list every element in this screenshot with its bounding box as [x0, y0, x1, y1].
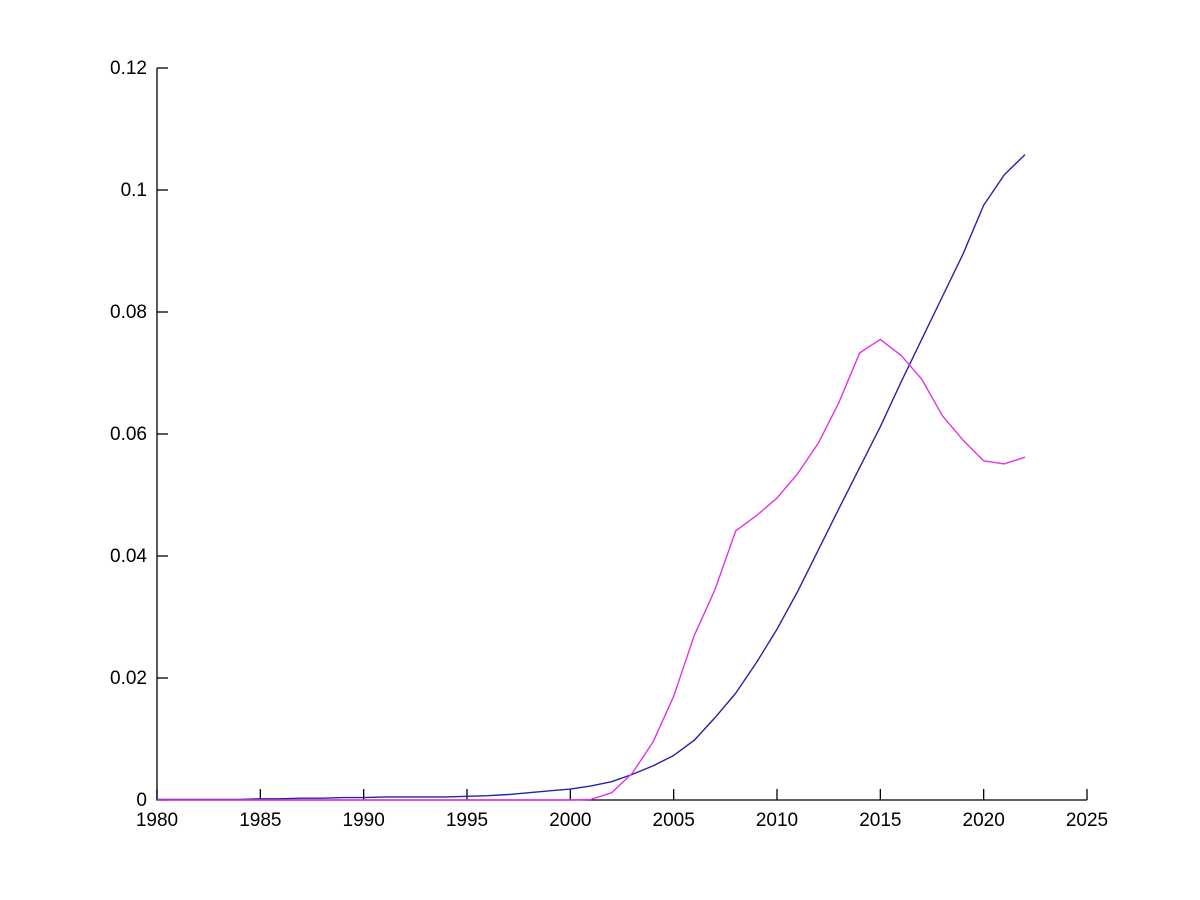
x-tick-label: 2015 — [859, 810, 901, 831]
y-tick-label: 0.06 — [110, 424, 147, 445]
dark-blue-curve — [157, 154, 1026, 801]
x-tick-label: 2005 — [653, 810, 695, 831]
x-tick-label: 2010 — [756, 810, 798, 831]
x-tick-label: 1990 — [343, 810, 385, 831]
magenta-curve — [157, 338, 1026, 801]
y-tick-label: 0.08 — [110, 302, 147, 323]
y-tick-label: 0.12 — [110, 58, 147, 79]
y-tick-label: 0.1 — [121, 180, 147, 201]
y-tick-label: 0 — [136, 790, 147, 811]
x-tick-label: 1985 — [239, 810, 281, 831]
y-tick-label: 0.04 — [110, 546, 147, 567]
x-tick-label: 2000 — [549, 810, 591, 831]
x-tick-label: 1980 — [136, 810, 178, 831]
x-tick-label: 1995 — [446, 810, 488, 831]
x-tick-label: 2020 — [963, 810, 1005, 831]
x-tick-label: 2025 — [1066, 810, 1108, 831]
y-tick-label: 0.02 — [110, 668, 147, 689]
